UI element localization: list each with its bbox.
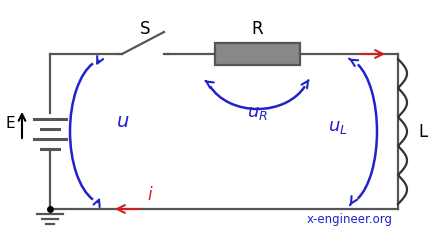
Bar	[215, 43, 300, 65]
Text: u: u	[117, 112, 129, 131]
Text: $u_R$: $u_R$	[247, 104, 268, 122]
Text: $u_L$: $u_L$	[328, 118, 348, 135]
Text: i: i	[148, 186, 153, 204]
Text: R: R	[252, 20, 263, 38]
Text: S: S	[140, 20, 150, 38]
Text: x-engineer.org: x-engineer.org	[307, 213, 393, 226]
Text: L: L	[418, 123, 427, 140]
Text: E: E	[5, 116, 15, 130]
